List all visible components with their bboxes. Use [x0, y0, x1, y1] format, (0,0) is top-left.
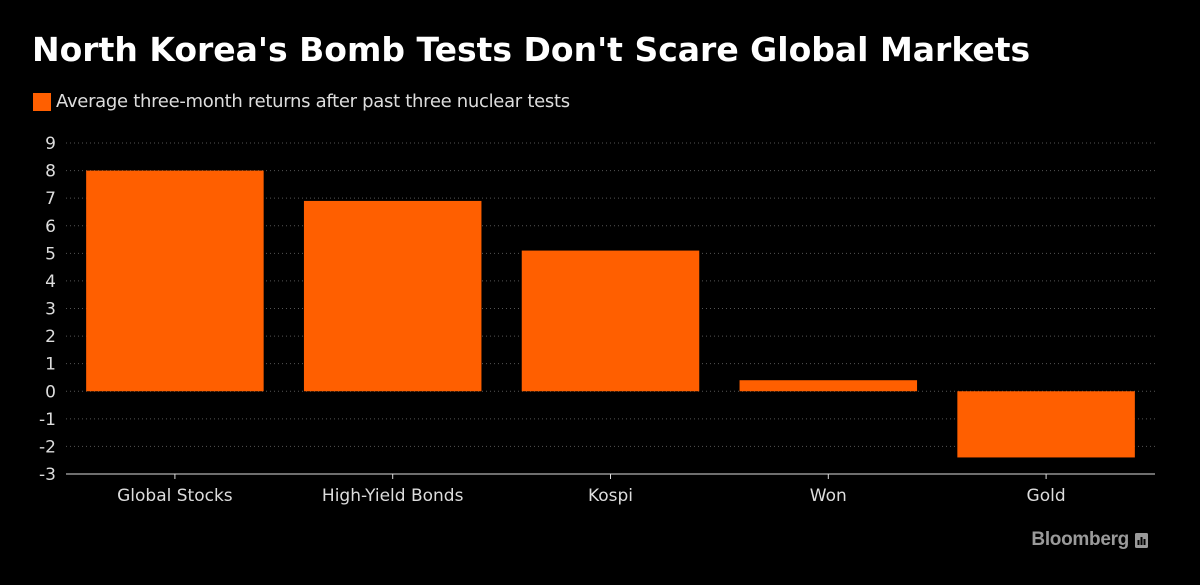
legend-label: Average three-month returns after past t… — [56, 91, 570, 112]
bar-won — [739, 380, 918, 392]
y-tick-label: 0 — [45, 382, 56, 402]
axes — [66, 473, 1155, 479]
x-tick-labels: Global Stocks High-Yield Bonds Kospi Won Gol… — [117, 486, 1066, 506]
y-tick-labels: 9 8 7 6 5 4 3 2 1 0 -1 -2 -3 — [39, 134, 56, 485]
bar-high-yield-bonds — [303, 200, 482, 392]
x-tick-label: High-Yield Bonds — [322, 486, 464, 506]
y-tick-label: 1 — [45, 355, 56, 375]
x-tick-label: Gold — [1027, 486, 1066, 506]
bar-global-stocks — [86, 170, 264, 392]
y-tick-label: -3 — [39, 465, 56, 485]
y-tick-label: -1 — [39, 410, 56, 430]
y-tick-label: 8 — [45, 162, 56, 182]
bar-kospi — [521, 250, 700, 392]
y-tick-label: 6 — [45, 217, 56, 237]
x-tick-label: Kospi — [588, 486, 633, 506]
bloomberg-chart-icon — [1135, 532, 1148, 548]
bar-gold — [957, 391, 1135, 458]
y-tick-label: 5 — [45, 244, 56, 264]
legend: Average three-month returns after past t… — [33, 91, 570, 112]
y-tick-label: 9 — [45, 134, 56, 154]
y-tick-label: 4 — [45, 272, 56, 292]
bars — [86, 170, 1135, 458]
y-tick-label: -2 — [39, 437, 56, 457]
y-tick-label: 3 — [45, 300, 56, 320]
brand-name: Bloomberg — [1031, 529, 1129, 550]
x-tick-label: Won — [810, 486, 847, 506]
x-tick-label: Global Stocks — [117, 486, 233, 506]
y-tick-label: 7 — [45, 189, 56, 209]
legend-swatch — [33, 92, 51, 111]
y-tick-label: 2 — [45, 327, 56, 347]
brand-logo: Bloomberg — [1031, 529, 1148, 551]
chart-title: North Korea's Bomb Tests Don't Scare Glo… — [32, 30, 1031, 69]
